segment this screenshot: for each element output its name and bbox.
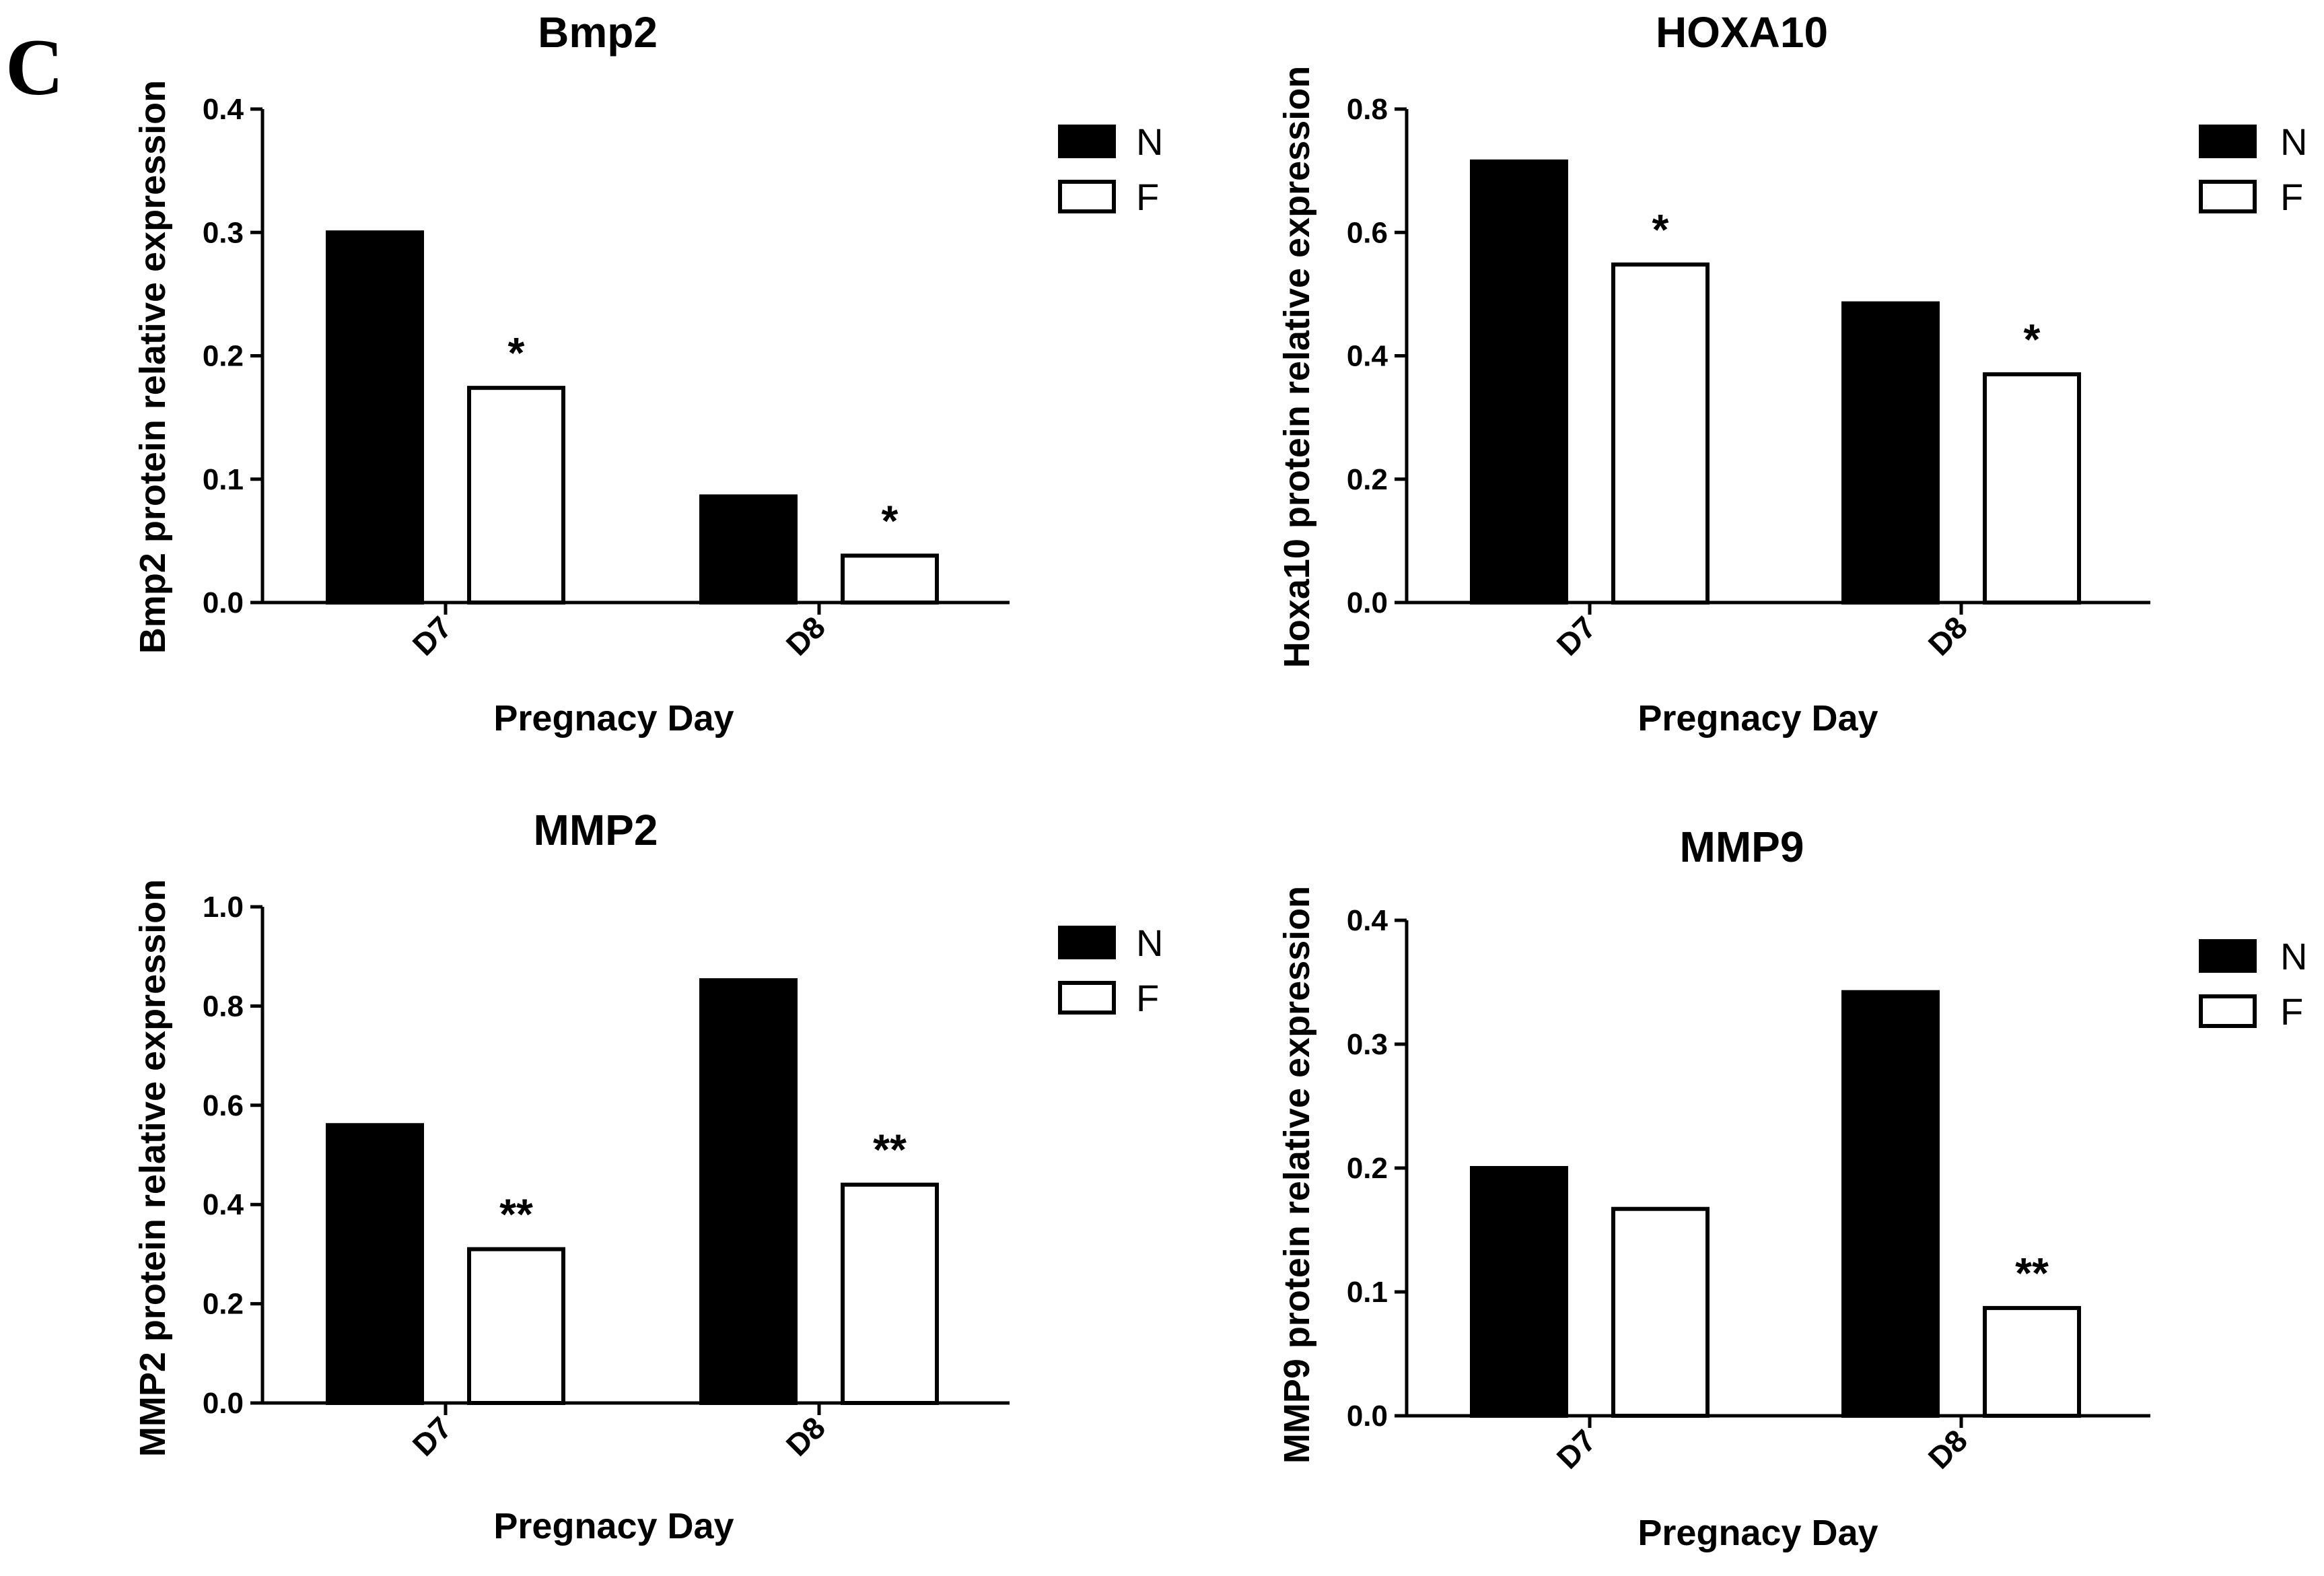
significance-marker: * — [882, 496, 899, 545]
x-tick-label: D8 — [779, 1410, 832, 1462]
chart-bmp2: Bmp2 Bmp2 protein relative expression Pr… — [133, 8, 1163, 739]
bar-n-d7 — [1470, 159, 1568, 605]
y-tick-label: 0.8 — [1347, 93, 1388, 126]
y-tick-label: 0.4 — [203, 1188, 244, 1221]
x-tick-label: D7 — [1550, 609, 1603, 662]
x-axis-label: Pregnacy Day — [1638, 698, 1878, 739]
y-tick-label: 0.4 — [1347, 340, 1388, 373]
y-tick-label: 0.0 — [203, 586, 244, 619]
x-tick-label: D7 — [406, 1410, 458, 1462]
legend-swatch-f — [1058, 180, 1116, 213]
legend-swatch-f — [2199, 994, 2257, 1028]
x-tick-label: D7 — [1550, 1423, 1603, 1475]
y-tick-label: 0.1 — [1347, 1276, 1388, 1309]
x-tick-label: D8 — [1922, 609, 1974, 662]
bar-f-d8 — [841, 553, 939, 605]
y-tick-label: 0.6 — [203, 1089, 244, 1122]
y-tick-label: 0.4 — [1347, 904, 1388, 937]
bar-f-d7 — [1611, 262, 1710, 605]
bar-f-d8 — [841, 1182, 939, 1405]
chart-title: MMP2 — [534, 806, 658, 854]
chart-title: MMP9 — [1680, 823, 1804, 871]
legend-swatch-n — [2199, 939, 2257, 973]
chart-mmp2: MMP2 MMP2 protein relative expression Pr… — [133, 806, 1163, 1546]
legend-swatch-n — [2199, 125, 2257, 158]
legend-label-n: N — [1136, 922, 1163, 964]
y-tick-label: 0.2 — [203, 340, 244, 373]
y-axis-label: MMP2 protein relative expression — [133, 879, 173, 1457]
legend-label-n: N — [2280, 121, 2307, 163]
y-tick-label: 0.4 — [203, 93, 244, 126]
bar-f-d7 — [467, 386, 565, 605]
bar-f-d8 — [1983, 372, 2081, 605]
legend-swatch-n — [1058, 125, 1116, 158]
x-tick-label: D8 — [1922, 1423, 1974, 1475]
y-tick-label: 0.3 — [203, 216, 244, 249]
bar-n-d8 — [699, 494, 798, 605]
bar-f-d7 — [467, 1247, 565, 1406]
legend-label-f: F — [2280, 176, 2303, 218]
legend-label-f: F — [2280, 990, 2303, 1033]
significance-marker: * — [508, 329, 525, 377]
chart-hoxa10: HOXA10 Hoxa10 protein relative expressio… — [1277, 8, 2307, 739]
y-tick-label: 0.0 — [1347, 586, 1388, 619]
legend-swatch-f — [1058, 981, 1116, 1015]
legend-label-n: N — [1136, 121, 1163, 163]
legend-label-n: N — [2280, 935, 2307, 978]
significance-marker: * — [2024, 315, 2041, 364]
y-tick-label: 0.2 — [203, 1288, 244, 1321]
legend-swatch-n — [1058, 926, 1116, 959]
y-tick-label: 0.6 — [1347, 216, 1388, 249]
significance-marker: ** — [499, 1190, 533, 1239]
bar-n-d8 — [699, 978, 798, 1406]
legend-label-f: F — [1136, 977, 1159, 1019]
bar-n-d8 — [1841, 990, 1940, 1418]
panel-label: C — [5, 22, 64, 112]
y-tick-label: 1.0 — [203, 891, 244, 924]
y-tick-label: 0.3 — [1347, 1028, 1388, 1061]
y-tick-label: 0.2 — [1347, 1152, 1388, 1185]
chart-mmp9: MMP9 MMP9 protein relative expression Pr… — [1277, 823, 2307, 1553]
x-axis-label: Pregnacy Day — [493, 698, 734, 739]
bar-n-d8 — [1841, 301, 1940, 605]
bar-n-d7 — [1470, 1166, 1568, 1418]
bar-f-d7 — [1611, 1206, 1710, 1418]
x-axis-label: Pregnacy Day — [1638, 1513, 1878, 1553]
legend-swatch-f — [2199, 180, 2257, 213]
significance-marker: ** — [2015, 1249, 2049, 1297]
bar-n-d7 — [326, 230, 424, 605]
bar-n-d7 — [326, 1123, 424, 1406]
y-axis-label: Hoxa10 protein relative expression — [1277, 66, 1317, 668]
y-tick-label: 0.2 — [1347, 463, 1388, 496]
significance-marker: ** — [873, 1126, 907, 1174]
x-tick-label: D8 — [779, 609, 832, 662]
y-tick-label: 0.1 — [203, 463, 244, 496]
y-axis-label: Bmp2 protein relative expression — [133, 80, 173, 654]
y-tick-label: 0.8 — [203, 990, 244, 1023]
significance-marker: * — [1652, 205, 1669, 254]
chart-title: HOXA10 — [1656, 8, 1828, 57]
x-axis-label: Pregnacy Day — [493, 1506, 734, 1546]
chart-title: Bmp2 — [538, 8, 658, 57]
y-tick-label: 0.0 — [203, 1387, 244, 1420]
y-axis-label: MMP9 protein relative expression — [1277, 886, 1317, 1464]
y-tick-label: 0.0 — [1347, 1400, 1388, 1433]
x-tick-label: D7 — [406, 609, 458, 662]
legend-label-f: F — [1136, 176, 1159, 218]
bar-f-d8 — [1983, 1305, 2081, 1418]
